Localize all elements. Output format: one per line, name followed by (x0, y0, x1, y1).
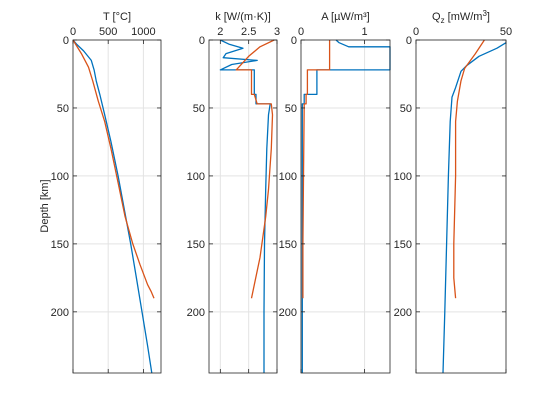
y-tick-label-k-3: 150 (187, 239, 205, 251)
x-tick-label-A-1: 1 (362, 26, 368, 38)
y-tick-label-Qz-2: 100 (394, 171, 412, 183)
x-tick-label-k-1: 2.5 (241, 26, 256, 38)
y-tick-label-Qz-3: 150 (394, 239, 412, 251)
panel-title-part-1: z (441, 16, 445, 25)
y-tick-label-A-4: 200 (279, 307, 297, 319)
x-tick-label-k-2: 3 (274, 26, 280, 38)
y-tick-label-Qz-0: 0 (406, 35, 412, 47)
panel-title-part-0: Q (432, 11, 441, 23)
x-tick-label-T-0: 0 (70, 26, 76, 38)
series-line-k-2 (235, 39, 275, 299)
panel-title-part-2: [mW/m (445, 11, 483, 23)
axes-box-A (300, 39, 391, 374)
series-line-T-1 (72, 39, 153, 374)
y-tick-label-A-0: 0 (291, 35, 297, 47)
y-tick-label-A-1: 50 (285, 103, 297, 115)
series-line-k-1 (219, 39, 271, 373)
y-tick-label-T-1: 50 (57, 103, 69, 115)
axes-box-k (208, 39, 278, 374)
panel-title-Qz: Qz [mW/m3] (432, 9, 490, 25)
x-tick-label-T-2: 1000 (131, 26, 155, 38)
y-tick-label-k-1: 50 (193, 103, 205, 115)
y-tick-label-k-2: 100 (187, 171, 205, 183)
x-tick-label-Qz-1: 50 (500, 26, 512, 38)
y-tick-label-T-2: 100 (51, 171, 69, 183)
panel-title-A: A [µW/m³] (321, 11, 370, 23)
y-tick-label-k-4: 200 (187, 307, 205, 319)
y-tick-label-Qz-4: 200 (394, 307, 412, 319)
y-tick-label-Qz-1: 50 (400, 103, 412, 115)
y-tick-label-T-4: 200 (51, 307, 69, 319)
y-tick-label-T-3: 150 (51, 239, 69, 251)
series-line-T-2 (72, 39, 155, 299)
y-tick-label-A-2: 100 (279, 171, 297, 183)
y-tick-label-k-0: 0 (199, 35, 205, 47)
axes-box-Qz (415, 39, 507, 374)
axes-box-T (72, 39, 162, 374)
series-line-A-1 (301, 39, 391, 373)
x-tick-label-T-1: 500 (99, 26, 117, 38)
x-tick-label-Qz-0: 0 (413, 26, 419, 38)
panel-title-part-3: 3 (482, 9, 487, 18)
y-axis-label: Depth [km] (39, 179, 51, 232)
series-line-Qz-1 (442, 42, 507, 374)
series-line-Qz-2 (453, 39, 485, 299)
panel-title-part-4: ] (487, 11, 490, 23)
x-tick-label-k-0: 2 (217, 26, 223, 38)
y-tick-label-A-3: 150 (279, 239, 297, 251)
y-tick-label-T-0: 0 (63, 35, 69, 47)
x-tick-label-A-0: 0 (298, 26, 304, 38)
panel-title-k: k [W/(m·K)] (215, 11, 271, 23)
panel-title-T: T [°C] (103, 11, 131, 23)
series-line-A-2 (302, 40, 331, 299)
